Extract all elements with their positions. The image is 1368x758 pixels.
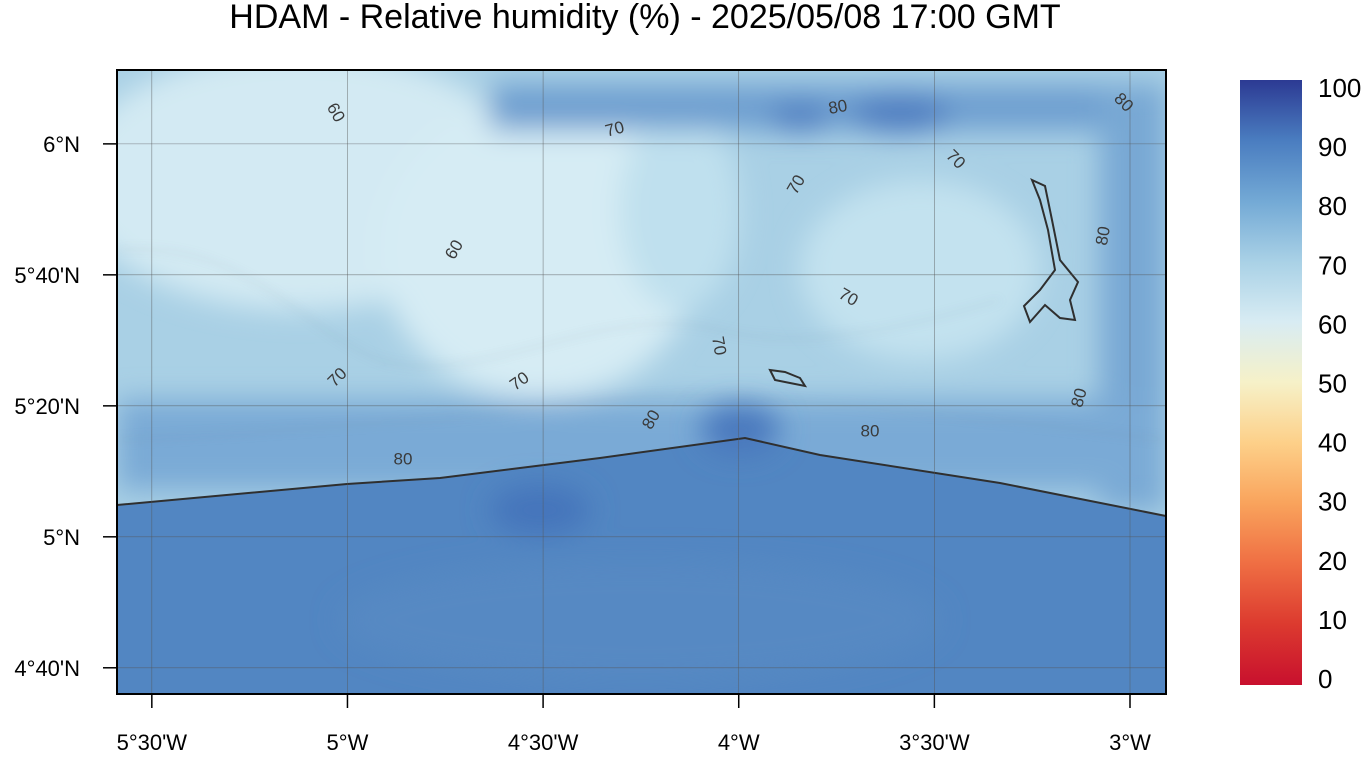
- y-tick-label: 5°20'N: [14, 394, 80, 419]
- colorbar-label: 80: [1318, 191, 1347, 221]
- coastline: [117, 178, 1166, 517]
- colorbar-label: 10: [1318, 605, 1347, 635]
- y-tick-label: 5°N: [43, 525, 80, 550]
- colorbar-label: 70: [1318, 250, 1347, 280]
- x-tick-label: 3°30'W: [899, 730, 970, 753]
- colorbar-label: 60: [1318, 309, 1347, 339]
- colorbar-ticks: 0 10 20 30 40 50 60 70 80 90 100: [1318, 73, 1361, 694]
- contour-label: 80: [827, 96, 849, 118]
- x-tick-label: 4°30'W: [508, 730, 579, 753]
- x-tick-label: 4°W: [718, 730, 760, 753]
- contour-label: 80: [861, 421, 880, 440]
- y-tick-label: 4°40'N: [14, 656, 80, 681]
- y-tick-label: 5°40'N: [14, 263, 80, 288]
- contour-label: 80: [394, 449, 413, 468]
- contour-label: 80: [1092, 225, 1114, 247]
- title: HDAM - Relative humidity (%) - 2025/05/0…: [229, 0, 1060, 36]
- colorbar: [1240, 80, 1302, 685]
- graticule: 5°30'W 5°W 4°30'W 4°W 3°30'W 3°W 6°N 5°40'N 5°20…: [14, 70, 1166, 755]
- x-tick-label: 5°30'W: [117, 730, 188, 753]
- x-tick-label: 5°W: [327, 730, 369, 753]
- colorbar-label: 0: [1318, 664, 1332, 694]
- colorbar-label: 20: [1318, 546, 1347, 576]
- x-tick-label: 3°W: [1109, 730, 1151, 753]
- contour-label: 80: [1067, 386, 1090, 409]
- map-frame: [116, 69, 1167, 695]
- humidity-field: [117, 70, 1166, 694]
- colorbar-label: 50: [1318, 369, 1347, 399]
- colorbar-label: 100: [1318, 73, 1361, 103]
- y-tick-label: 6°N: [43, 132, 80, 157]
- contour-label: 70: [603, 117, 626, 140]
- colorbar-label: 30: [1318, 487, 1347, 517]
- contour-label: 70: [708, 335, 730, 357]
- colorbar-label: 40: [1318, 428, 1347, 458]
- colorbar-label: 90: [1318, 132, 1347, 162]
